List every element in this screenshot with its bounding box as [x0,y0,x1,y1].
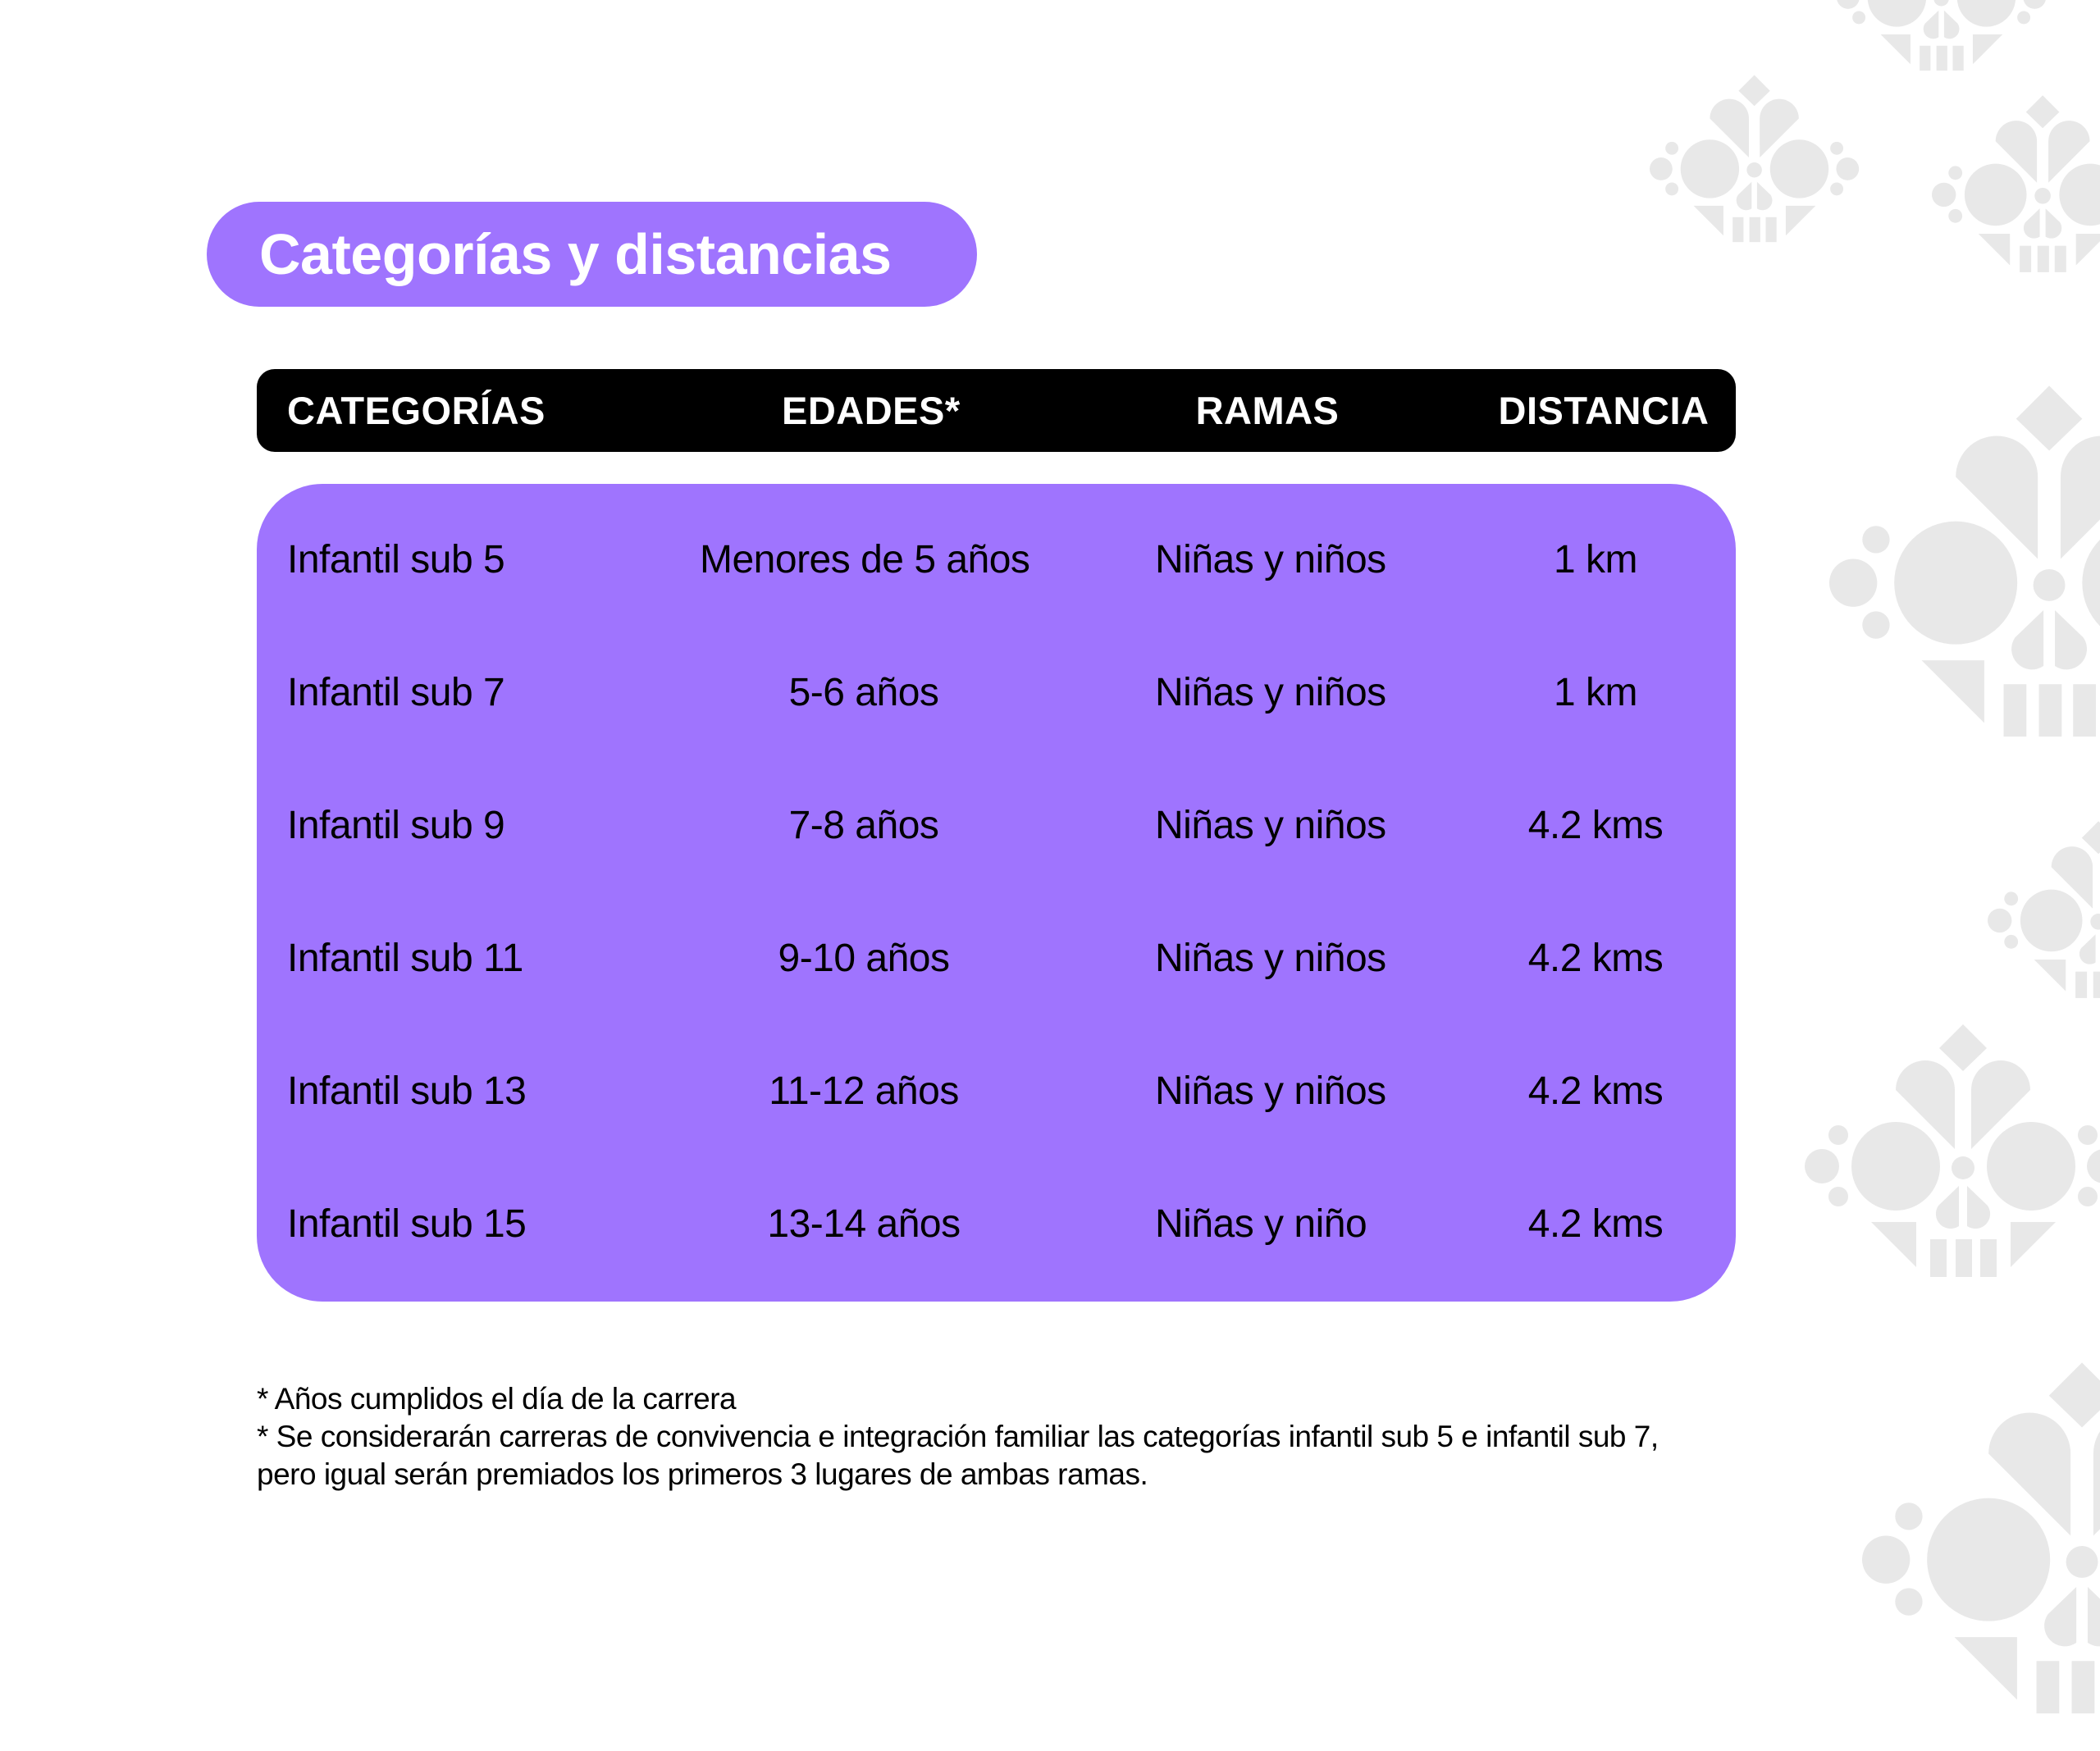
cell-category: Infantil sub 5 [287,538,505,581]
table-row: Infantil sub 5 Menores de 5 años Niñas y… [257,523,1736,597]
section-title-pill: Categorías y distancias [207,202,977,307]
cell-ages: 11-12 años [769,1069,959,1113]
cell-distance: 4.2 kms [1527,937,1664,980]
footnotes: * Años cumplidos el día de la carrera * … [257,1380,1692,1493]
cell-branches: Niñas y niños [1155,538,1386,581]
cell-ages: 13-14 años [767,1202,961,1246]
cell-category: Infantil sub 9 [287,804,505,847]
cell-branches: Niñas y niño [1155,1202,1367,1246]
cell-ages: 5-6 años [788,671,939,714]
cell-distance: 4.2 kms [1527,1202,1664,1246]
table-body: Infantil sub 5 Menores de 5 años Niñas y… [257,484,1736,1302]
footnote-ages: * Años cumplidos el día de la carrera [257,1382,737,1416]
cell-ages: 7-8 años [788,804,939,847]
header-categories: CATEGORÍAS [287,389,546,432]
page-title: Categorías y distancias [259,222,892,286]
cell-branches: Niñas y niños [1155,1069,1386,1113]
cell-branches: Niñas y niños [1155,671,1386,714]
sugar-skull-icon [1650,65,1860,260]
cell-ages: 9-10 años [778,937,951,980]
cell-branches: Niñas y niños [1155,937,1386,980]
sugar-skull-icon [1829,364,2100,774]
cell-category: Infantil sub 13 [287,1069,527,1113]
cell-category: Infantil sub 11 [287,937,523,980]
table-row: Infantil sub 11 9-10 años Niñas y niños … [257,922,1736,996]
cell-distance: 4.2 kms [1527,804,1664,847]
cell-distance: 1 km [1553,538,1638,581]
table-row: Infantil sub 15 13-14 años Niñas y niño … [257,1188,1736,1261]
sugar-skull-icon [1837,0,2047,89]
cell-distance: 1 km [1553,671,1638,714]
table-header: CATEGORÍAS EDADES* RAMAS DISTANCIA [257,369,1736,452]
sugar-skull-icon [1932,84,2100,291]
header-ages: EDADES* [782,389,961,432]
cell-branches: Niñas y niños [1155,804,1386,847]
table-row: Infantil sub 7 5-6 años Niñas y niños 1 … [257,656,1736,730]
cell-distance: 4.2 kms [1527,1069,1664,1113]
sugar-skull-icon [1862,1341,2100,1751]
sugar-skull-icon [1988,810,2100,1017]
sugar-skull-icon [1805,1009,2100,1304]
table-row: Infantil sub 9 7-8 años Niñas y niños 4.… [257,789,1736,863]
cell-category: Infantil sub 15 [287,1202,527,1246]
table-row: Infantil sub 13 11-12 años Niñas y niños… [257,1055,1736,1129]
cell-category: Infantil sub 7 [287,671,505,714]
cell-ages: Menores de 5 años [700,538,1030,581]
header-distance: DISTANCIA [1498,389,1710,432]
header-branches: RAMAS [1195,389,1340,432]
footnote-categories: * Se considerarán carreras de convivenci… [257,1420,1659,1491]
